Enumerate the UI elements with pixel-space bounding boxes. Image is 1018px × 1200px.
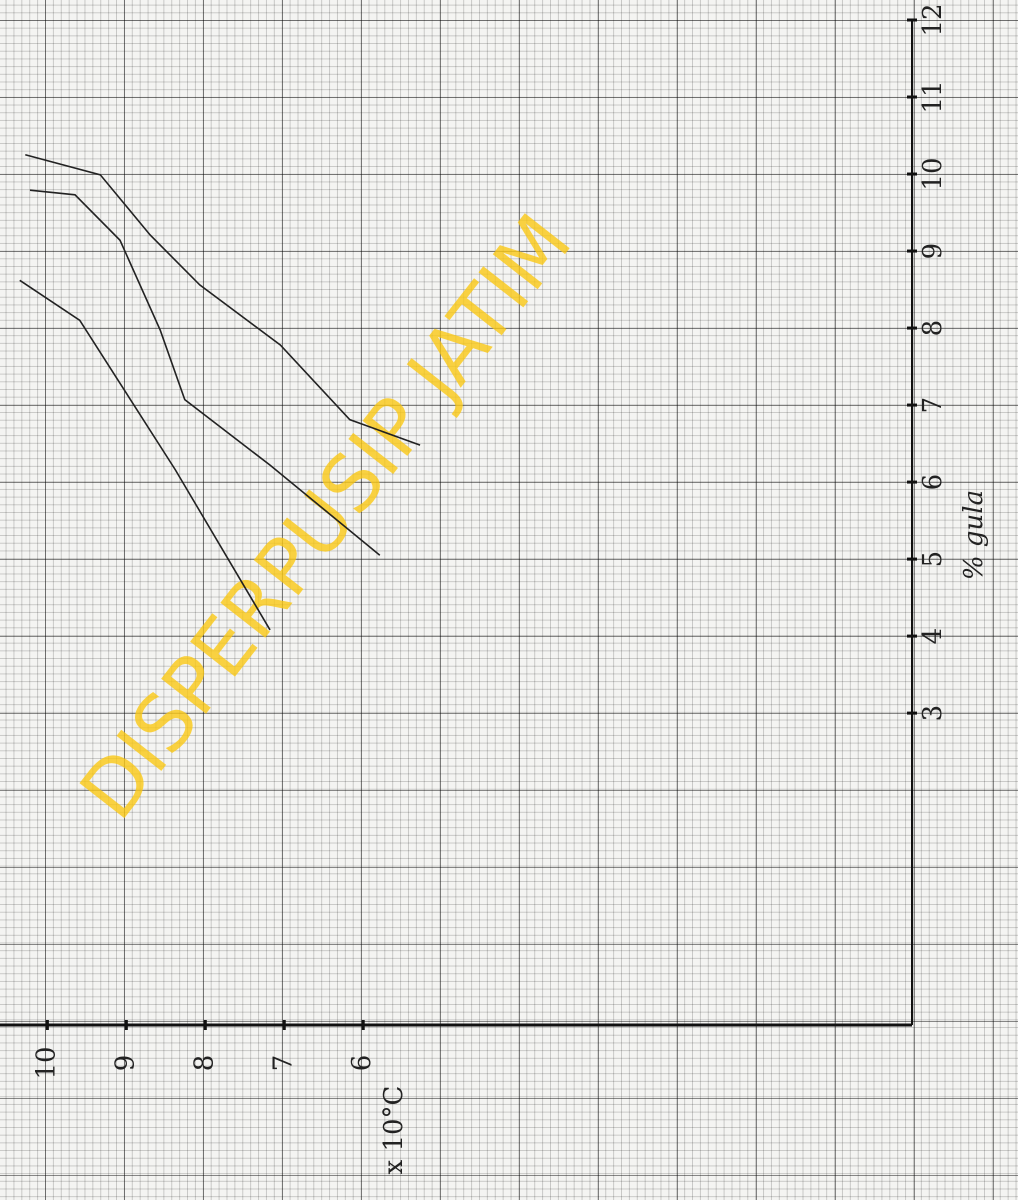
x-axis-label: x 10°C	[379, 1086, 409, 1175]
y-tick-label: 7	[918, 397, 948, 414]
x-tick-label: 6	[347, 1055, 377, 1072]
y-tick-label: 4	[918, 628, 948, 645]
y-axis-label: % gula	[959, 490, 989, 580]
y-tick-label: 9	[918, 243, 948, 260]
y-tick-label: 10	[918, 157, 948, 190]
x-tick-label: 7	[268, 1055, 298, 1072]
y-tick-label: 12	[918, 3, 948, 36]
y-tick-label: 3	[918, 705, 948, 722]
y-tick-label: 6	[918, 474, 948, 491]
x-tick-label: 9	[110, 1055, 140, 1072]
chart: x 10°C % gula DISPERPUSIP JATIM 10 9 8 7 6 3 4…	[0, 0, 1018, 1200]
y-tick-label: 11	[918, 80, 948, 113]
x-tick-label: 10	[31, 1046, 61, 1079]
y-tick-label: 8	[918, 320, 948, 337]
x-tick-label: 8	[189, 1055, 219, 1072]
y-tick-label: 5	[918, 551, 948, 568]
watermark: DISPERPUSIP JATIM	[64, 199, 590, 836]
